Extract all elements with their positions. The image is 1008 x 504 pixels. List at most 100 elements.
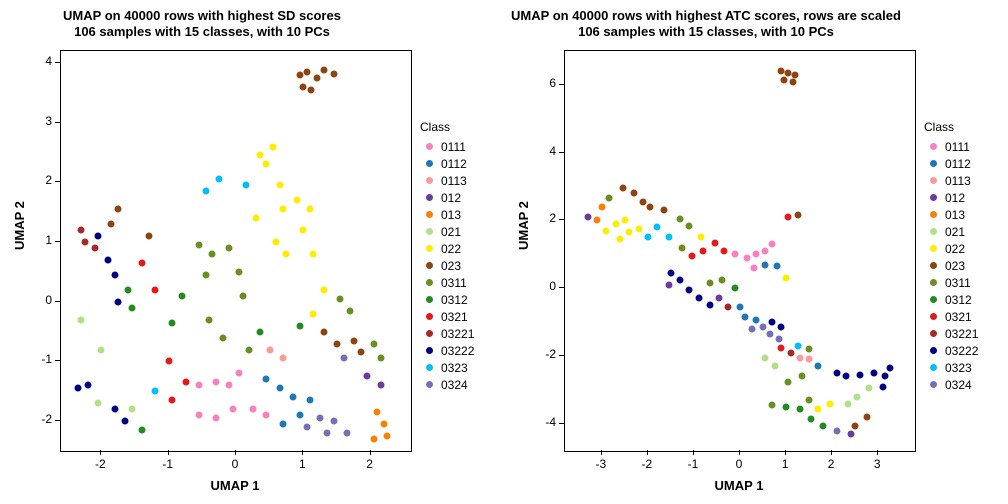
scatter-point [145, 233, 152, 240]
scatter-point [806, 346, 813, 353]
scatter-point [293, 197, 300, 204]
scatter-point [870, 370, 877, 377]
legend-item: 013 [924, 206, 978, 223]
scatter-point [743, 254, 750, 261]
legend-item: 0312 [420, 291, 474, 308]
legend-swatch-icon [426, 228, 433, 235]
scatter-point [128, 304, 135, 311]
legend-label: 0324 [945, 378, 972, 392]
legend-label: 0113 [441, 174, 467, 188]
x-tick-label: 3 [867, 457, 887, 471]
legend-label: 0312 [945, 293, 972, 307]
legend-swatch-icon [930, 228, 937, 235]
scatter-point [333, 340, 340, 347]
scatter-point [253, 215, 260, 222]
scatter-point [718, 276, 725, 283]
scatter-point [750, 264, 757, 271]
scatter-point [619, 185, 626, 192]
scatter-point [350, 337, 357, 344]
y-tick-mark [559, 84, 564, 85]
scatter-point [381, 421, 388, 428]
scatter-point [603, 227, 610, 234]
scatter-point [654, 224, 661, 231]
legend: Class01110112011301201302102202303110312… [924, 120, 978, 393]
y-tick-mark [55, 241, 60, 242]
scatter-point [239, 292, 246, 299]
x-axis-label: UMAP 1 [564, 478, 914, 493]
x-tick-mark [739, 450, 740, 455]
legend-label: 013 [945, 208, 965, 222]
scatter-point [785, 214, 792, 221]
scatter-point [808, 415, 815, 422]
legend-label: 0312 [441, 293, 468, 307]
scatter-point [74, 385, 81, 392]
scatter-point [771, 363, 778, 370]
legend-item: 0112 [924, 155, 978, 172]
scatter-point [707, 280, 714, 287]
scatter-point [886, 364, 893, 371]
scatter-point [330, 70, 337, 77]
legend-swatch-icon [930, 296, 937, 303]
legend-label: 012 [945, 191, 965, 205]
scatter-point [111, 406, 118, 413]
legend-item: 0112 [420, 155, 474, 172]
x-tick-label: 0 [729, 457, 749, 471]
scatter-point [195, 412, 202, 419]
scatter-point [732, 251, 739, 258]
scatter-point [794, 342, 801, 349]
legend-swatch-icon [930, 330, 937, 337]
scatter-point [212, 415, 219, 422]
legend-swatch-icon [426, 313, 433, 320]
scatter-point [317, 415, 324, 422]
scatter-point [357, 349, 364, 356]
scatter-point [677, 215, 684, 222]
y-tick-mark [55, 301, 60, 302]
scatter-point [370, 340, 377, 347]
scatter-point [725, 303, 732, 310]
scatter-point [337, 295, 344, 302]
scatter-point [833, 370, 840, 377]
legend-label: 013 [441, 208, 461, 222]
scatter-point [377, 382, 384, 389]
panel-left: UMAP on 40000 rows with highest SD score… [0, 0, 504, 504]
scatter-point [280, 355, 287, 362]
scatter-point [796, 405, 803, 412]
legend-item: 0311 [924, 274, 978, 291]
legend-item: 012 [924, 189, 978, 206]
scatter-point [700, 248, 707, 255]
x-tick-mark [100, 450, 101, 455]
scatter-point [303, 424, 310, 431]
scatter-point [300, 227, 307, 234]
scatter-point [340, 355, 347, 362]
y-tick-label: 6 [549, 76, 556, 90]
legend-item: 0311 [420, 274, 474, 291]
y-tick-mark [559, 287, 564, 288]
legend-title: Class [420, 120, 474, 134]
scatter-point [310, 310, 317, 317]
y-tick-mark [559, 355, 564, 356]
scatter-point [741, 314, 748, 321]
scatter-point [882, 373, 889, 380]
scatter-point [854, 393, 861, 400]
scatter-point [202, 271, 209, 278]
scatter-point [108, 221, 115, 228]
scatter-point [226, 245, 233, 252]
scatter-point [789, 78, 796, 85]
scatter-point [374, 409, 381, 416]
scatter-point [179, 292, 186, 299]
scatter-point [737, 303, 744, 310]
scatter-point [195, 242, 202, 249]
scatter-point [787, 349, 794, 356]
scatter-point [686, 222, 693, 229]
scatter-point [347, 307, 354, 314]
scatter-point [226, 382, 233, 389]
scatter-point [169, 319, 176, 326]
scatter-point [313, 74, 320, 81]
legend-label: 022 [945, 242, 965, 256]
figure-container: UMAP on 40000 rows with highest SD score… [0, 0, 1008, 504]
y-tick-label: -1 [41, 352, 52, 366]
scatter-point [263, 376, 270, 383]
y-tick-label: 3 [45, 114, 52, 128]
panel-right: UMAP on 40000 rows with highest ATC scor… [504, 0, 1008, 504]
scatter-point [677, 276, 684, 283]
